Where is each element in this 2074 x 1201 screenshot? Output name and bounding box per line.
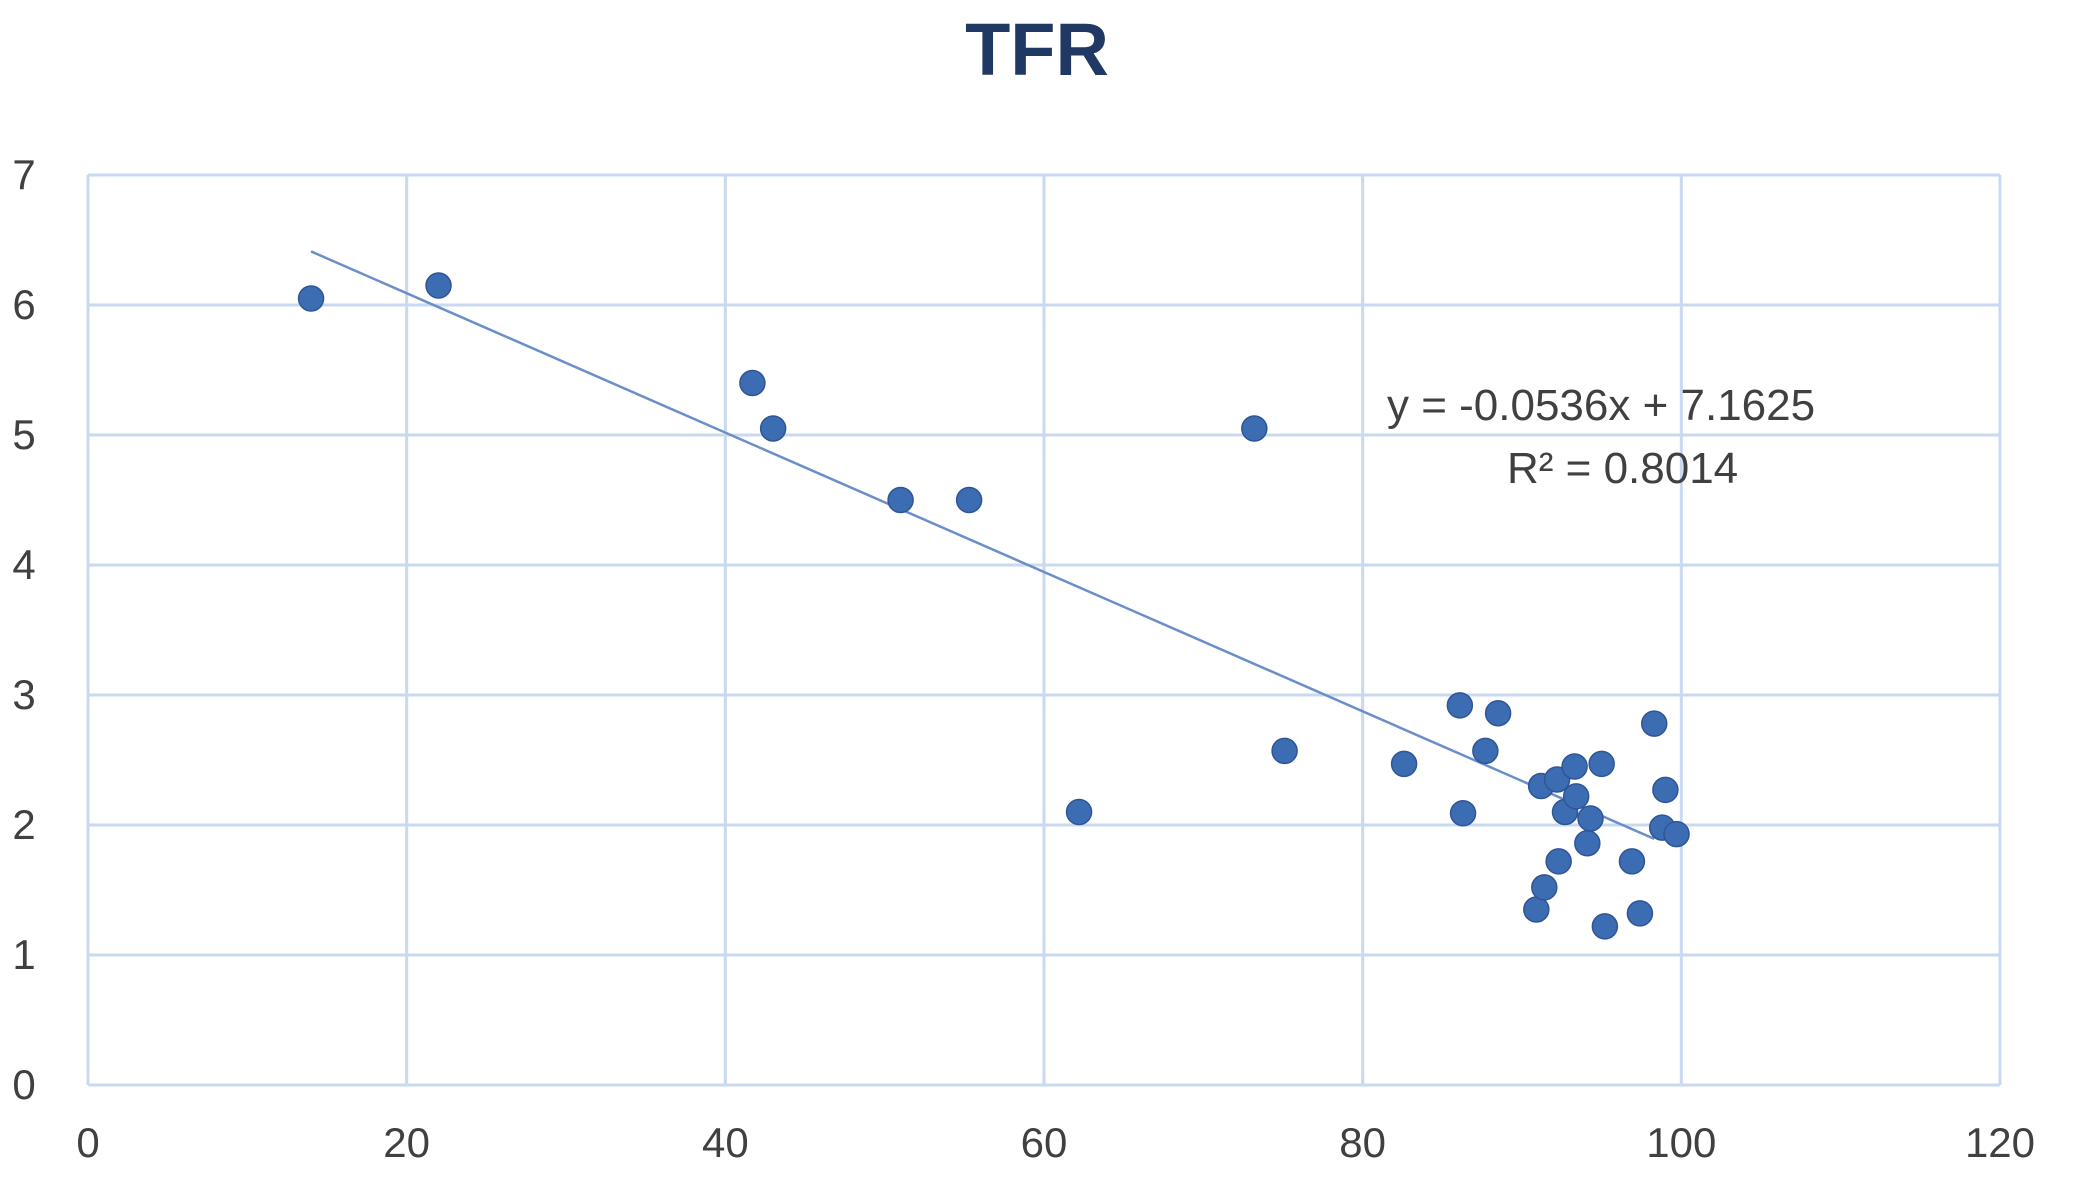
- data-point-28: [1640, 710, 1668, 737]
- trendline-r-squared: R² = 0.8014: [1507, 444, 1738, 493]
- x-tick-label-0: 0: [76, 1119, 99, 1166]
- data-point-8: [1271, 737, 1298, 765]
- data-point-22: [1574, 829, 1601, 857]
- y-tick-label-2: 2: [12, 801, 35, 848]
- data-point-7: [1241, 415, 1268, 442]
- data-point-23: [1577, 805, 1604, 832]
- y-tick-label-7: 7: [12, 151, 35, 198]
- data-point-9: [1390, 750, 1418, 778]
- data-point-1: [425, 272, 452, 299]
- data-points: [297, 272, 1690, 940]
- gridlines: [86, 173, 2002, 1087]
- x-tick-label-1: 20: [383, 1119, 430, 1166]
- y-tick-label-1: 1: [12, 931, 35, 978]
- trendline-layer: [310, 250, 1655, 840]
- data-point-24: [1588, 750, 1615, 778]
- x-tick-label-3: 60: [1021, 1119, 1068, 1166]
- data-point-4: [887, 486, 914, 514]
- y-tick-label-4: 4: [12, 541, 35, 588]
- data-point-30: [1652, 776, 1679, 804]
- data-point-11: [1449, 800, 1477, 827]
- y-tick-label-6: 6: [12, 281, 35, 328]
- data-point-6: [1065, 798, 1093, 826]
- data-point-14: [1523, 896, 1550, 923]
- data-point-5: [955, 486, 983, 514]
- data-point-13: [1484, 699, 1512, 727]
- data-point-25: [1591, 913, 1619, 940]
- y-tick-label-3: 3: [12, 671, 35, 718]
- data-point-16: [1531, 874, 1558, 901]
- data-point-20: [1561, 753, 1588, 780]
- data-point-21: [1562, 783, 1590, 810]
- data-point-12: [1472, 737, 1499, 765]
- chart-title: TFR: [965, 8, 1109, 91]
- y-tick-label-5: 5: [12, 411, 35, 458]
- trendline-equation: y = -0.0536x + 7.1625: [1387, 381, 1815, 430]
- data-point-27: [1626, 900, 1654, 927]
- y-tick-label-0: 0: [12, 1061, 35, 1108]
- x-tick-label-6: 120: [1965, 1119, 2035, 1166]
- data-point-31: [1663, 820, 1690, 848]
- x-tick-label-2: 40: [702, 1119, 749, 1166]
- data-point-10: [1446, 692, 1474, 719]
- data-point-18: [1545, 848, 1572, 875]
- x-tick-label-5: 100: [1646, 1119, 1716, 1166]
- x-tick-label-4: 80: [1339, 1119, 1386, 1166]
- axis-tick-labels: 0 20 40 60 80 100 120 0 1 2 3 4 5 6 7: [12, 151, 2035, 1166]
- data-point-3: [759, 415, 787, 442]
- data-point-0: [297, 285, 325, 312]
- data-point-26: [1618, 848, 1646, 875]
- linear-trendline: [310, 250, 1655, 840]
- data-point-2: [739, 369, 766, 397]
